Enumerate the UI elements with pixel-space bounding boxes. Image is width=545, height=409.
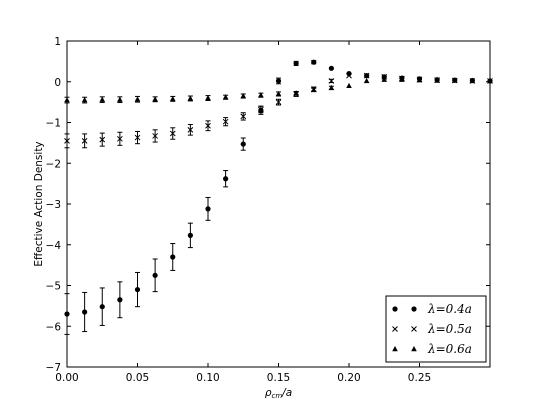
data-point [205,206,211,212]
data-point [152,96,158,102]
data-point [205,122,211,129]
legend-marker [411,346,417,352]
x-tick-label: 0.25 [408,372,431,384]
legend-box [385,295,487,363]
y-tick-label: −6 [46,321,62,333]
data-point [469,77,476,84]
data-point [152,133,158,139]
legend-label: λ=0.5a [427,322,472,336]
y-tick-label: 1 [54,36,61,48]
x-tick-label: 0.20 [337,372,360,384]
y-tick-label: −4 [46,240,62,252]
data-point [134,96,141,102]
legend-label: λ=0.4a [427,302,472,316]
data-point [240,93,247,99]
data-point [293,90,299,96]
axis-ticks: 0.00 0.05 0.10 0.15 0.20 0.25 1 0 −1 −2 −3 −4 −5 −6 −7 [46,36,490,384]
data-point [99,304,105,310]
legend-marker [392,346,398,352]
data-point [434,77,440,83]
legend-marker [392,306,398,312]
data-point [187,95,194,101]
data-point [258,92,264,98]
data-point [222,118,229,125]
data-point [223,176,229,182]
data-point [170,254,176,260]
legend-label: λ=0.6a [427,342,472,356]
chart-marks [64,59,493,335]
data-point [311,59,317,65]
y-tick-label: −3 [46,199,61,211]
y-tick-label: −1 [46,118,61,130]
data-point [99,96,106,102]
legend-marker [392,326,398,332]
data-point [346,72,352,79]
data-point [451,77,458,83]
data-point [363,72,370,79]
data-point [240,113,247,120]
x-axis-title-rest: /a [281,387,292,399]
y-tick-label: −5 [46,281,61,293]
y-tick-label: −7 [46,362,61,374]
data-point [310,86,317,93]
y-tick-label: 0 [54,77,61,89]
data-point [81,137,88,144]
data-point [187,126,194,133]
data-point [399,76,405,82]
data-point [346,82,352,89]
series-x [64,72,493,149]
data-point [381,76,388,82]
data-point [99,136,106,143]
data-point [363,77,370,84]
y-axis-title: Effective Action Density [33,141,45,266]
legend-marker [411,326,417,332]
data-point [328,84,335,91]
x-tick-label: 0.00 [55,372,78,384]
data-point [134,286,141,293]
series-triangle [64,76,493,104]
legend-marker [411,306,417,312]
data-point [275,78,282,84]
data-point [169,95,176,102]
x-tick-label: 0.05 [126,372,149,384]
data-point [187,232,193,238]
data-point [81,97,88,103]
data-point [82,309,88,315]
data-point [134,134,141,141]
x-tick-label: 0.10 [196,372,219,384]
data-point [152,272,158,278]
legend: λ=0.4a λ=0.5a λ=0.6a [385,295,487,363]
x-tick-label: 0.15 [267,372,290,384]
data-point [416,77,423,83]
data-point [169,130,176,137]
data-point [293,60,299,67]
data-point [258,106,264,113]
x-axis-title: ρcm/a [265,387,292,400]
x-axis-title-sub: cm [272,392,283,400]
data-point [222,94,229,100]
data-point [117,96,123,102]
data-point [117,135,123,142]
data-point [275,99,282,105]
data-point [328,78,335,84]
y-tick-label: −2 [46,158,61,170]
data-point [240,141,246,147]
data-point [117,297,123,303]
data-point [328,65,334,71]
x-axis-title-main: ρ [265,387,272,399]
data-point [205,95,211,101]
data-point [275,90,282,97]
